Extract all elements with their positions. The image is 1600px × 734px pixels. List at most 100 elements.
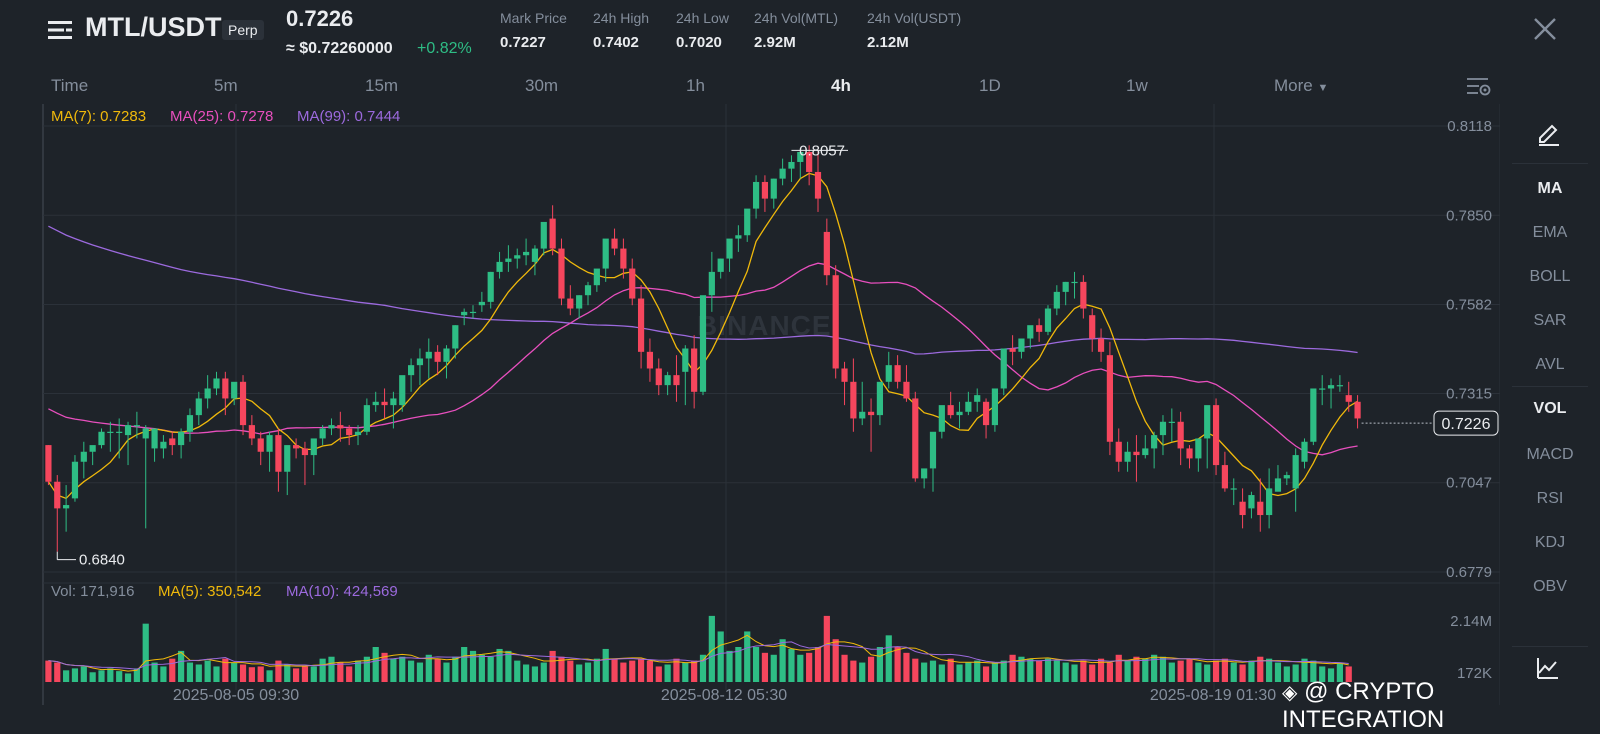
indicator-boll[interactable]: BOLL	[1529, 268, 1571, 285]
candle-body	[894, 365, 901, 382]
volume-bar	[1018, 656, 1025, 682]
candle-body	[841, 368, 848, 382]
volume-bar	[558, 656, 565, 682]
candle-body	[1327, 385, 1335, 389]
volume-bar	[469, 650, 477, 682]
candle-body	[1310, 388, 1317, 442]
indicator-kdj[interactable]: KDJ	[1534, 534, 1566, 551]
candle-body	[1221, 465, 1228, 489]
volume-bar	[673, 658, 680, 682]
indicator-ma[interactable]: MA	[1537, 180, 1563, 197]
more-dropdown[interactable]: More ▼	[1274, 76, 1328, 96]
candle-body	[469, 311, 477, 314]
candle-body	[337, 425, 344, 429]
volume-bar	[779, 639, 786, 682]
volume-bar	[354, 660, 362, 682]
tab-1h[interactable]: 1h	[686, 76, 705, 95]
volume-bar	[982, 666, 990, 682]
volume-bar	[124, 673, 132, 682]
indicator-macd[interactable]: MACD	[1526, 446, 1574, 463]
volume-bar	[116, 671, 123, 682]
candle-body	[1274, 478, 1282, 492]
volume-bar	[434, 658, 441, 682]
candle-body	[655, 368, 662, 386]
volume-bar	[1071, 664, 1078, 682]
volume-bar	[363, 656, 370, 682]
candle-body	[956, 411, 963, 416]
tab-1d[interactable]: 1D	[979, 76, 1001, 95]
volume-bar	[1168, 662, 1175, 682]
menu-icon[interactable]	[46, 16, 74, 44]
last-price: 0.7226	[286, 6, 354, 31]
volume-bar	[133, 668, 140, 682]
volume-bar	[452, 656, 459, 682]
indicator-vol[interactable]: VOL	[1533, 400, 1567, 417]
volume-bar	[717, 631, 724, 682]
candle-body	[407, 365, 415, 376]
indicator-rsi[interactable]: RSI	[1536, 490, 1564, 507]
volume-bar	[1000, 660, 1007, 682]
volume-bar	[1177, 660, 1184, 682]
chart-type-icon[interactable]	[1536, 656, 1560, 680]
price-axis-label: 0.7315	[1446, 385, 1492, 402]
candle-body	[434, 351, 441, 362]
price-axis-label: 0.7047	[1446, 475, 1492, 492]
tab-5m[interactable]: 5m	[214, 76, 238, 95]
price-axis-label: 0.7850	[1446, 207, 1492, 224]
volume-bar	[567, 660, 574, 682]
low-24h-value: 0.7020	[676, 34, 722, 51]
volume-bar	[540, 662, 547, 682]
volume-bar	[213, 666, 220, 682]
chart-settings-icon[interactable]	[1466, 76, 1492, 98]
candle-body	[71, 461, 79, 499]
volume-bar	[310, 666, 317, 682]
volume-bar	[169, 658, 176, 682]
candle-body	[921, 468, 928, 479]
candle-body	[850, 381, 857, 419]
tab-time[interactable]: Time	[51, 76, 89, 95]
candle-body	[425, 351, 432, 359]
price-chart[interactable]: 0.8118 0.7850 0.7582 0.7315 0.7047 0.6779 2.14…	[0, 100, 1500, 720]
volume-bar	[222, 658, 229, 682]
volume-bar	[1283, 666, 1290, 682]
volume-bar	[655, 666, 662, 682]
close-icon[interactable]	[1532, 16, 1558, 42]
volume-bar	[293, 668, 300, 682]
indicator-ema[interactable]: EMA	[1532, 224, 1568, 241]
volume-bar	[859, 662, 866, 682]
tab-30m[interactable]: 30m	[525, 76, 559, 95]
volume-bar	[160, 666, 167, 682]
candle-body	[717, 258, 724, 272]
volume-bar	[186, 662, 194, 682]
drawing-tool-icon[interactable]	[1536, 120, 1562, 146]
volume-bar	[938, 664, 945, 682]
tab-4h[interactable]: 4h	[831, 76, 851, 95]
candle-body	[549, 218, 556, 249]
indicator-sar[interactable]: SAR	[1533, 312, 1567, 329]
indicator-obv[interactable]: OBV	[1533, 578, 1567, 595]
candle-body	[213, 378, 220, 389]
candle-body	[823, 231, 830, 276]
candle-body	[186, 415, 194, 432]
tab-15m[interactable]: 15m	[365, 76, 399, 95]
volume-bar	[275, 660, 282, 682]
candle-body	[991, 388, 999, 426]
volume-bar	[71, 668, 79, 682]
pair-title[interactable]: MTL/USDT	[85, 12, 222, 42]
indicator-avl[interactable]: AVL	[1535, 356, 1565, 373]
candle-body	[673, 375, 680, 386]
candle-body	[1266, 488, 1273, 516]
tab-1w[interactable]: 1w	[1126, 76, 1148, 95]
volume-bar	[903, 652, 910, 682]
volume-bar	[912, 658, 919, 682]
volume-bar	[98, 670, 105, 682]
mark-price-value: 0.7227	[500, 34, 546, 51]
candle-body	[876, 381, 884, 416]
volume-bar	[682, 662, 689, 682]
current-price-tag	[1433, 410, 1499, 436]
volume-bar	[416, 662, 424, 682]
candle-body	[1212, 405, 1220, 466]
volume-bar	[487, 656, 494, 682]
candle-body	[761, 181, 769, 199]
volume-bar	[593, 658, 600, 682]
